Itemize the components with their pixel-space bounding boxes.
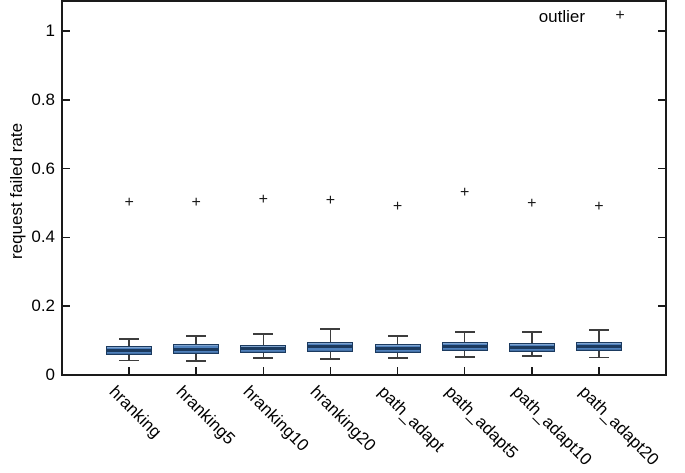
x-tick [598,367,600,374]
y-tick-label: 0.8 [31,89,55,109]
whisker-cap-bottom [119,359,140,362]
whisker-upper [463,332,466,343]
outlier-marker: + [124,193,134,211]
whisker-upper [262,333,265,345]
whisker-upper [530,332,533,343]
outlier-marker: + [527,194,537,212]
y-tick-left [63,98,70,101]
outlier-marker: + [325,192,336,210]
whisker-upper [598,330,600,343]
x-tick-label: hranking10 [239,382,313,455]
whisker-cap-top [320,328,341,331]
median-line [575,344,622,348]
outlier-marker: + [594,198,604,216]
y-tick-right [658,167,665,170]
whisker-lower [195,354,198,362]
y-tick-label: 0 [45,365,55,384]
whisker-cap-top [186,334,207,337]
whisker-lower [128,354,130,361]
x-tick [262,367,265,374]
whisker-cap-bottom [253,356,274,359]
median-line [307,344,354,348]
outlier-marker: + [459,184,470,202]
median-line [441,344,488,348]
x-tick [396,367,399,374]
whisker-cap-bottom [521,354,542,357]
whisker-cap-bottom [320,357,341,360]
median-line [240,347,287,351]
y-tick-right [658,374,665,376]
whisker-lower [463,350,466,357]
median-line [173,347,220,351]
whisker-upper [396,335,399,345]
y-tick-label: 0.4 [31,227,55,247]
x-tick [329,367,332,374]
whisker-cap-bottom [454,355,475,358]
y-tick-left [63,30,70,32]
outlier-marker: + [191,193,201,211]
x-tick-label: hranking20 [307,382,380,455]
legend-label: outlier [538,7,585,26]
whisker-cap-bottom [186,360,207,363]
median-line [106,348,153,352]
x-tick [195,367,198,374]
y-tick-label: 0.2 [31,296,55,316]
whisker-cap-top [454,331,475,334]
x-tick [463,367,466,374]
y-tick-left [63,374,70,376]
y-tick-right [658,98,665,101]
y-tick-right [658,30,665,32]
x-tick-label: hranking [105,382,166,442]
whisker-cap-top [119,337,140,340]
y-tick-label: 1 [45,20,55,40]
whisker-upper [329,329,332,343]
whisker-upper [195,335,198,345]
y-tick-left [63,236,70,239]
x-tick [530,367,533,374]
outlier-marker: + [392,198,403,216]
y-tick-right [658,305,665,307]
whisker-upper [128,338,130,346]
y-tick-label: 0.6 [31,158,55,178]
whisker-cap-top [387,334,408,337]
legend-outlier-marker: + [615,7,625,24]
whisker-cap-top [588,329,609,332]
whisker-lower [530,351,533,356]
whisker-lower [329,351,332,359]
whisker-cap-top [521,331,542,334]
median-line [374,347,421,350]
x-tick [128,367,130,374]
x-tick-label: hranking5 [172,382,240,449]
whisker-cap-bottom [588,356,609,359]
whisker-lower [598,351,600,358]
median-line [508,345,555,349]
y-tick-right [658,236,665,239]
y-tick-left [63,305,70,307]
x-tick-label: path_adapt [374,382,448,456]
whisker-lower [396,353,399,358]
whisker-cap-bottom [387,356,408,359]
plot-frame [61,0,667,376]
outlier-marker: + [258,190,268,208]
whisker-lower [262,353,265,358]
y-tick-left [63,167,70,170]
whisker-cap-top [253,332,274,335]
